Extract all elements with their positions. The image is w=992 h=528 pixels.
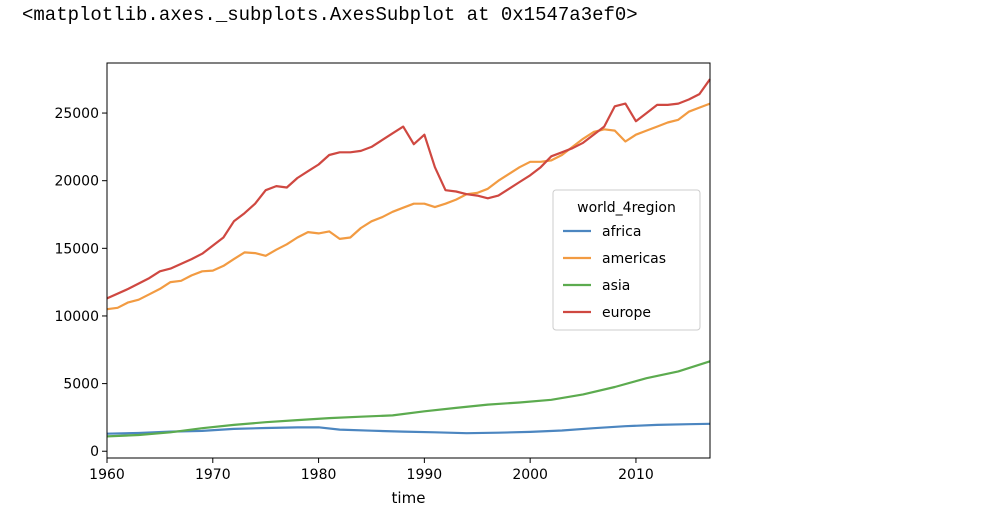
legend-label-asia: asia	[602, 278, 630, 294]
plot-area-frame	[106, 62, 711, 459]
y-tick-label: 20000	[54, 174, 99, 190]
x-axis-label: time	[392, 489, 426, 507]
y-tick-label: 5000	[63, 377, 99, 393]
series-line-europe	[106, 78, 711, 300]
series-line-asia	[106, 360, 711, 438]
legend-items: africa americas asia europe	[563, 224, 666, 321]
x-tick-label: 2010	[618, 467, 654, 483]
series-line-americas	[106, 102, 711, 311]
x-tick-label: 1980	[301, 467, 337, 483]
series-line-africa	[106, 422, 711, 435]
legend-label-africa: africa	[602, 224, 641, 240]
legend-box	[552, 189, 701, 331]
x-tick-label: 1990	[407, 467, 443, 483]
legend-title: world_4region	[577, 200, 676, 216]
y-tick-label: 0	[90, 444, 99, 460]
x-tick-label: 1960	[89, 467, 125, 483]
y-tick-label: 15000	[54, 241, 99, 257]
x-tick-label: 1970	[195, 467, 231, 483]
axis-ticks: 1960 1970 1980 1990 2000 2010 0 5000 10000 15000 2…	[54, 106, 653, 483]
series-layer	[106, 78, 711, 438]
output-repr-text: <matplotlib.axes._subplots.AxesSubplot a…	[22, 4, 638, 26]
x-tick-label: 2000	[512, 467, 548, 483]
legend-label-europe: europe	[602, 305, 651, 321]
legend-label-americas: americas	[602, 251, 666, 267]
y-tick-label: 25000	[54, 106, 99, 122]
legend: world_4region africa americas asia europe	[552, 189, 701, 331]
y-tick-label: 10000	[54, 309, 99, 325]
